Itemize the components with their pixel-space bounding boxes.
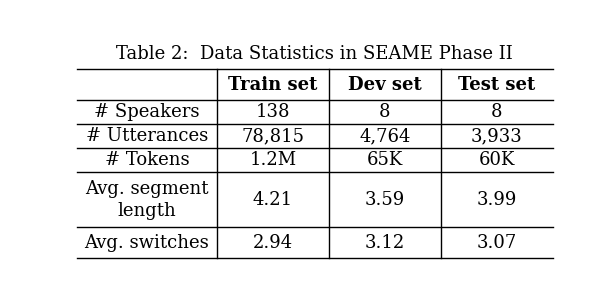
Text: Train set: Train set xyxy=(228,75,317,94)
Text: 8: 8 xyxy=(491,103,502,121)
Text: 138: 138 xyxy=(256,103,290,121)
Text: Avg. segment
length: Avg. segment length xyxy=(85,180,209,220)
Text: 3.99: 3.99 xyxy=(476,191,517,209)
Text: 1.2M: 1.2M xyxy=(249,151,297,169)
Text: 4,764: 4,764 xyxy=(359,127,411,145)
Text: 4.21: 4.21 xyxy=(253,191,293,209)
Text: # Utterances: # Utterances xyxy=(86,127,208,145)
Text: 3.07: 3.07 xyxy=(476,234,517,252)
Text: Avg. switches: Avg. switches xyxy=(85,234,209,252)
Text: 3.12: 3.12 xyxy=(365,234,405,252)
Text: Table 2:  Data Statistics in SEAME Phase II: Table 2: Data Statistics in SEAME Phase … xyxy=(116,45,513,63)
Text: 3.59: 3.59 xyxy=(365,191,405,209)
Text: # Tokens: # Tokens xyxy=(104,151,189,169)
Text: 2.94: 2.94 xyxy=(253,234,293,252)
Text: Test set: Test set xyxy=(458,75,535,94)
Text: 3,933: 3,933 xyxy=(471,127,523,145)
Text: 60K: 60K xyxy=(478,151,515,169)
Text: Dev set: Dev set xyxy=(348,75,422,94)
Text: 78,815: 78,815 xyxy=(241,127,305,145)
Text: # Speakers: # Speakers xyxy=(94,103,200,121)
Text: 65K: 65K xyxy=(367,151,403,169)
Text: 8: 8 xyxy=(379,103,391,121)
